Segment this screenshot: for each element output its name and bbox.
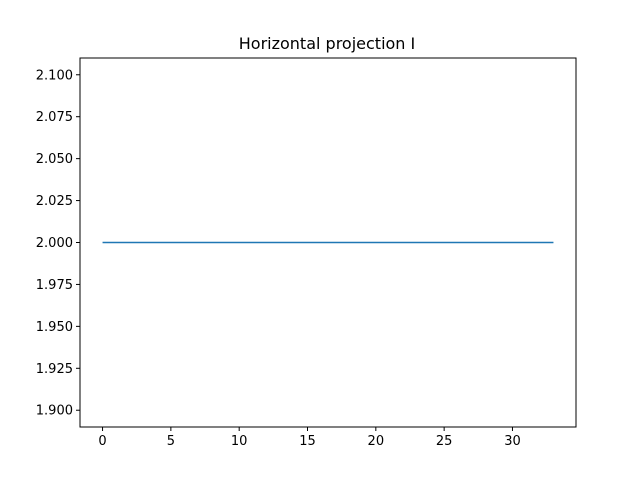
x-tick-label: 10 [231,434,248,449]
y-tick-label: 1.925 [36,362,73,377]
y-tick-label: 2.000 [36,236,73,251]
y-tick-label: 1.950 [36,320,73,335]
x-tick-label: 15 [299,434,316,449]
x-tick-label: 0 [98,434,106,449]
y-tick-label: 2.025 [36,194,73,209]
y-axis: 1.900 1.925 1.950 1.975 2.000 2.025 2.050 2.075… [36,68,80,419]
y-tick-label: 2.075 [36,110,73,125]
x-tick-label: 20 [368,434,385,449]
x-axis: 0 5 10 15 20 25 30 [98,427,521,449]
y-tick-label: 1.975 [36,278,73,293]
y-tick-label: 2.100 [36,68,73,83]
y-tick-label: 2.050 [36,152,73,167]
x-tick-label: 25 [436,434,453,449]
x-tick-label: 30 [504,434,521,449]
x-tick-label: 5 [167,434,175,449]
chart-title: Horizontal projection I [239,34,416,53]
y-tick-label: 1.900 [36,404,73,419]
